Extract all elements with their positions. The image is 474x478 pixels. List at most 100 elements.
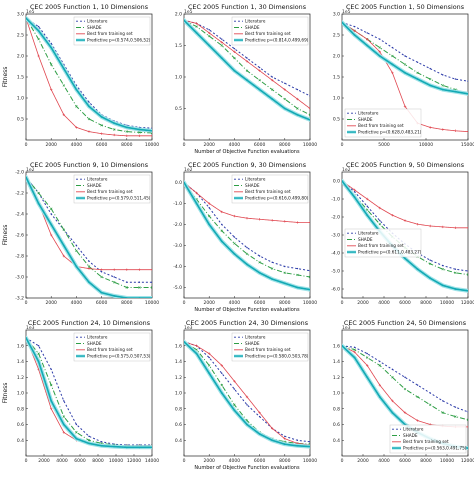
- series-point-best: [454, 129, 457, 132]
- series-point-predictive: [125, 126, 128, 129]
- series-point-literature: [404, 55, 406, 57]
- series-point-best: [429, 224, 432, 228]
- series-point-literature: [233, 388, 236, 390]
- legend-label-literature: Literature: [358, 111, 379, 116]
- series-point-shade: [258, 261, 261, 264]
- series-point-literature: [113, 276, 115, 278]
- series-point-best: [75, 126, 78, 129]
- series-point-predictive: [184, 181, 185, 184]
- series-point-shade: [270, 267, 274, 270]
- series-point-literature: [258, 255, 261, 257]
- x-tick-label: 2000: [203, 458, 215, 464]
- chart-title: CEC 2005 Function 9, 50 Dimensions: [346, 161, 465, 169]
- series-point-best: [50, 407, 53, 410]
- y-tick-label: 1.2: [175, 375, 182, 381]
- series-point-predictive: [309, 118, 310, 121]
- y-tick-label: 1.5: [333, 75, 340, 81]
- legend-box: [231, 16, 309, 46]
- series-point-literature: [353, 25, 356, 28]
- legend-label-best: Best from training set: [245, 31, 291, 36]
- series-point-shade: [365, 208, 369, 212]
- series-point-predictive: [26, 17, 27, 20]
- chart-title: CEC 2005 Function 1, 50 Dimensions: [346, 3, 465, 11]
- series-point-shade: [403, 387, 407, 391]
- series-point-best: [353, 350, 356, 354]
- series-point-shade: [100, 124, 103, 127]
- series-point-best: [195, 191, 198, 195]
- series-point-literature: [50, 213, 52, 215]
- chart-title: CEC 2005 Function 1, 30 Dimensions: [188, 3, 307, 11]
- legend-box: [344, 108, 422, 138]
- x-tick-label: 12000: [461, 458, 474, 464]
- series-point-predictive: [62, 244, 65, 247]
- legend-box: [73, 332, 151, 362]
- x-tick-label: 8000: [121, 142, 133, 148]
- y-exponent-label: 1e3: [342, 325, 351, 331]
- series-point-literature: [429, 259, 431, 261]
- series-point-predictive: [195, 32, 198, 34]
- series-point-literature: [454, 78, 457, 80]
- series-point-predictive: [195, 202, 198, 205]
- x-tick-label: 5000: [378, 142, 390, 148]
- series-point-best: [378, 206, 381, 210]
- series-point-best: [87, 267, 91, 270]
- series-point-predictive: [100, 116, 103, 118]
- legend-label-predictive: Predictive p=(0.580,0.503,78): [245, 353, 309, 358]
- series-point-best: [296, 97, 299, 101]
- y-tick-label: 1.0: [17, 96, 24, 102]
- x-axis-label: Number of Objective Function evaluations: [194, 465, 300, 471]
- series-point-literature: [75, 244, 78, 247]
- x-tick-label: 10000: [145, 300, 159, 306]
- series-point-shade: [112, 281, 116, 284]
- series-point-predictive: [113, 122, 116, 125]
- y-tick-label: -2.6: [15, 233, 24, 239]
- series-point-best: [429, 126, 432, 129]
- series-point-best: [208, 31, 211, 35]
- legend-box: [231, 332, 309, 362]
- series-point-shade: [138, 131, 141, 134]
- x-tick-label: 0: [183, 142, 186, 148]
- series-point-shade: [270, 88, 274, 91]
- series-point-shade: [245, 252, 249, 256]
- y-tick-label: 1.5: [17, 75, 24, 81]
- legend-box: [231, 174, 309, 204]
- series-point-predictive: [467, 289, 468, 292]
- series-point-predictive: [100, 444, 103, 447]
- series-point-literature: [88, 101, 90, 103]
- x-tick-label: 8000: [420, 458, 432, 464]
- series-point-shade: [125, 286, 129, 289]
- series-point-predictive: [151, 129, 152, 132]
- x-tick-label: 15000: [461, 142, 474, 148]
- series-point-best: [125, 134, 128, 137]
- series-point-literature: [100, 441, 103, 443]
- y-tick-label: -4.0: [331, 251, 340, 257]
- series-point-shade: [220, 383, 224, 387]
- series-point-shade: [428, 262, 432, 266]
- y-tick-label: -2.2: [15, 191, 24, 197]
- series-point-predictive: [353, 34, 356, 36]
- legend-label-shade: SHADE: [358, 117, 373, 122]
- series-point-shade: [391, 376, 394, 379]
- plot-frame: [183, 171, 311, 299]
- series-point-shade: [245, 69, 249, 72]
- series-point-literature: [284, 435, 286, 438]
- legend-box: [344, 228, 422, 258]
- series-point-predictive: [283, 443, 286, 446]
- series-point-literature: [309, 95, 310, 97]
- series-point-best: [100, 268, 103, 271]
- series-point-best: [245, 217, 249, 220]
- series-point-best: [378, 383, 381, 387]
- series-point-shade: [49, 63, 53, 66]
- plot-area: [184, 180, 310, 292]
- y-exponent-label: 1e5: [26, 9, 35, 15]
- y-tick-label: 0.5: [333, 117, 340, 123]
- series-point-best: [353, 188, 356, 192]
- series-point-literature: [246, 246, 248, 249]
- legend-label-shade: SHADE: [87, 183, 102, 188]
- x-tick-label: 10000: [440, 458, 454, 464]
- series-point-shade: [441, 411, 445, 414]
- y-exponent-label: 1e2: [342, 167, 351, 173]
